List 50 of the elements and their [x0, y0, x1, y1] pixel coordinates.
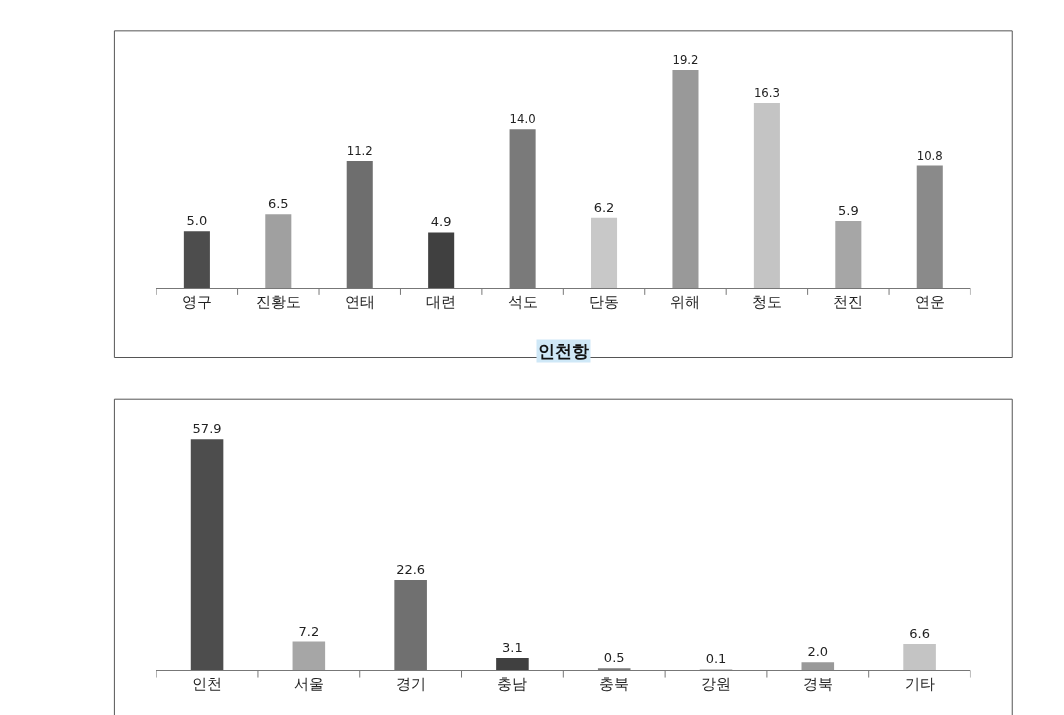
- x-tick-label: 충남: [497, 675, 528, 694]
- data-label: 6.6: [909, 625, 930, 641]
- x-tick-label: 진황도: [255, 293, 301, 311]
- data-label: 7.2: [298, 623, 320, 639]
- data-label: 0.1: [705, 651, 727, 666]
- x-tick-label: 청도: [751, 293, 782, 311]
- bar: [903, 643, 936, 671]
- bar: [916, 165, 943, 288]
- data-label: 5.0: [186, 213, 208, 229]
- x-tick-label: 기타: [904, 675, 935, 694]
- data-label: 3.1: [502, 639, 523, 655]
- data-label: 0.5: [603, 650, 625, 666]
- chart-title: 인천항: [538, 341, 589, 361]
- x-tick-label: 영구: [181, 293, 212, 311]
- x-tick-label: 서울: [293, 675, 324, 694]
- data-label: 14.0: [509, 112, 536, 127]
- x-tick-label: 단동: [589, 293, 620, 311]
- bar: [672, 70, 699, 288]
- bar: [428, 232, 455, 288]
- x-tick-label: 강원: [701, 675, 732, 694]
- x-tick-label: 석도: [507, 293, 538, 311]
- data-label: 6.5: [267, 196, 289, 212]
- x-tick-label: 경북: [802, 675, 833, 694]
- data-label: 4.9: [430, 214, 452, 230]
- bar: [292, 641, 326, 671]
- x-tick-label: 인천: [192, 675, 223, 694]
- data-label: 11.2: [346, 144, 373, 159]
- x-tick-label: 연운: [914, 293, 945, 311]
- bar: [835, 221, 862, 288]
- x-tick-label: 경기: [395, 675, 426, 694]
- data-label: 5.9: [837, 203, 859, 219]
- data-label: 2.0: [807, 644, 829, 660]
- data-label: 57.9: [192, 421, 222, 437]
- bar: [801, 662, 835, 671]
- x-tick-label: 연태: [344, 293, 375, 311]
- bar: [753, 103, 780, 288]
- data-label: 19.2: [672, 53, 699, 68]
- bar: [183, 231, 210, 288]
- data-label: 10.8: [916, 148, 943, 163]
- x-tick-label: 천진: [833, 293, 864, 311]
- data-label: 6.2: [593, 199, 615, 215]
- x-tick-label: 위해: [670, 293, 701, 311]
- bar: [190, 439, 224, 671]
- bar: [496, 657, 529, 671]
- bar: [591, 217, 618, 288]
- x-tick-label: 충북: [599, 675, 630, 694]
- bar: [265, 214, 292, 288]
- data-label: 22.6: [396, 562, 426, 578]
- data-label: 16.3: [753, 86, 780, 101]
- x-tick-label: 대련: [426, 293, 457, 311]
